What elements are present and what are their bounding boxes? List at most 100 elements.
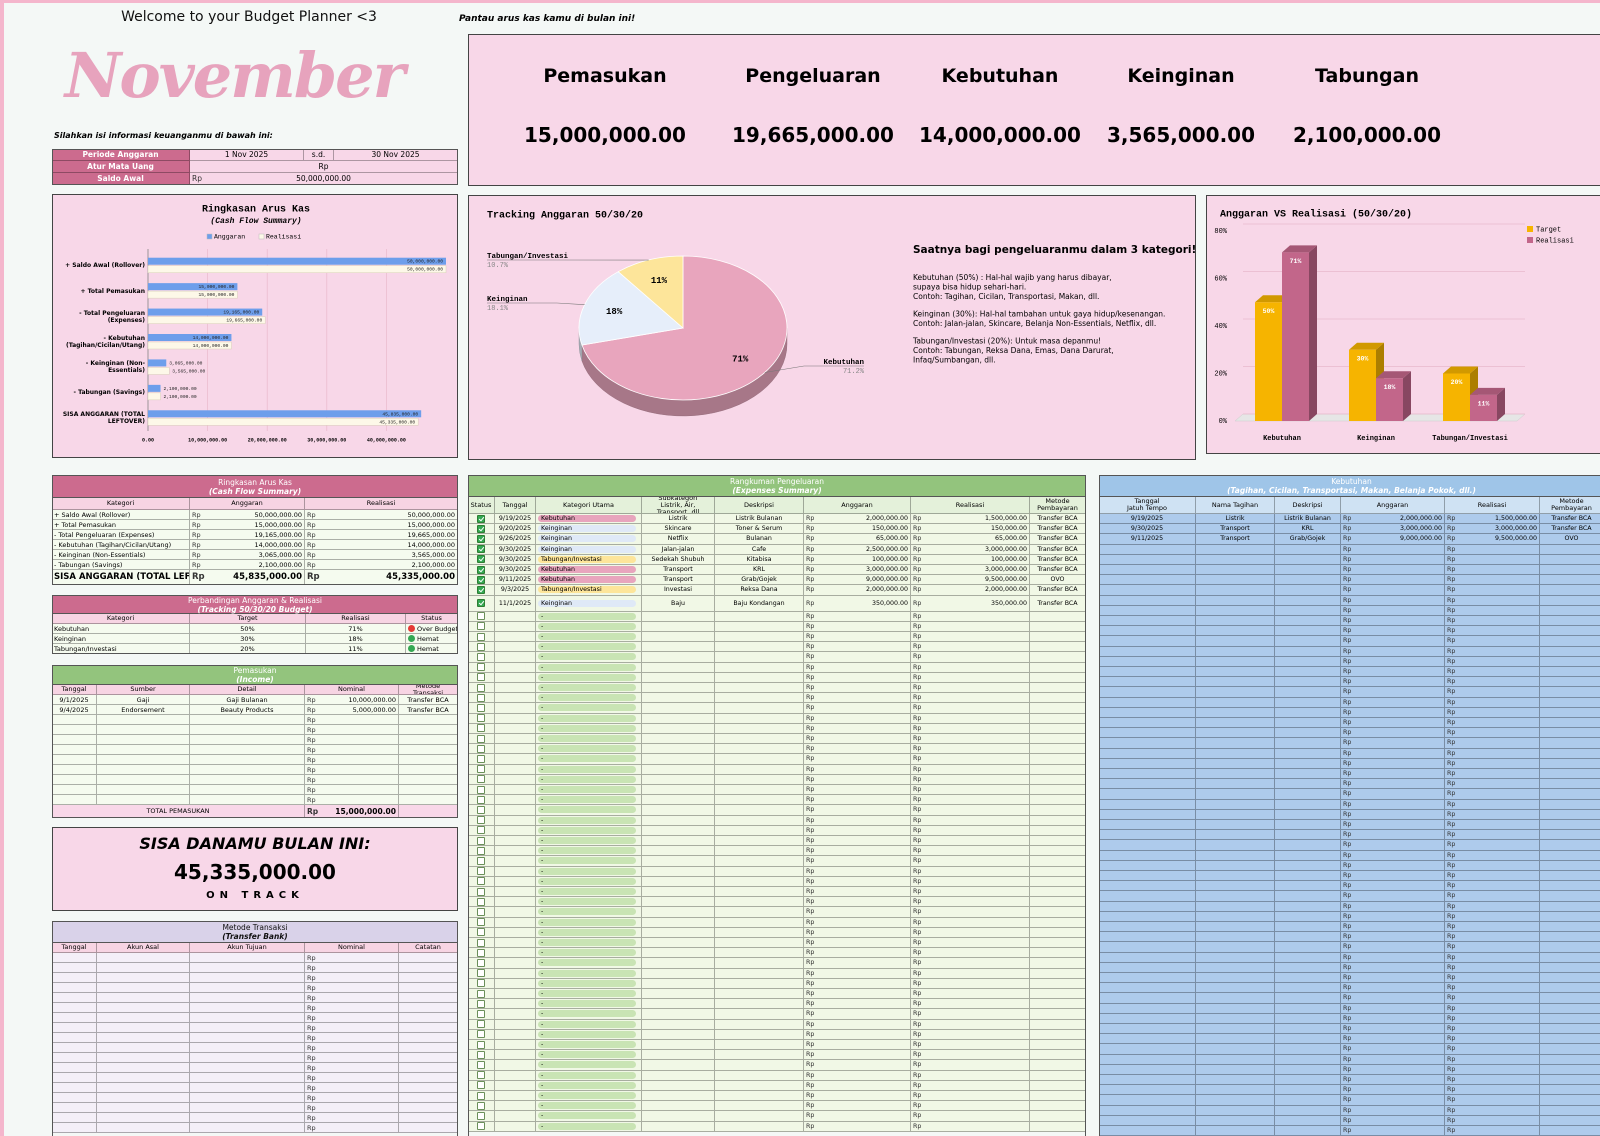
checkbox[interactable] [477,642,485,651]
checkbox[interactable] [477,663,485,672]
checkbox[interactable] [477,724,485,733]
checkbox[interactable] [477,989,485,998]
checkbox[interactable] [477,1060,485,1069]
table-cell: Rp [305,735,399,745]
table-cell [1196,748,1275,759]
cell-text: TOTAL PEMASUKAN [146,807,210,815]
table-cell [642,1070,715,1081]
table-cell: Rp [804,815,911,826]
checkbox[interactable] [477,816,485,825]
checkbox[interactable] [477,775,485,784]
checkbox[interactable] [477,958,485,967]
checkbox[interactable] [477,928,485,937]
checkbox[interactable] [477,1111,485,1120]
table-cell: Rp [1445,799,1540,810]
checkbox[interactable] [477,999,485,1008]
checkbox[interactable] [477,555,485,564]
checkbox[interactable] [477,545,485,554]
cell-text: Cafe [751,545,767,553]
guide-line: Infaq/Sumbangan, dll. [913,356,996,365]
checkbox[interactable] [477,514,485,523]
checkbox[interactable] [477,907,485,916]
check-mark [478,586,484,593]
currency-label: Rp [913,888,922,896]
table-cell [468,514,495,525]
checkbox[interactable] [477,897,485,906]
checkbox[interactable] [477,1091,485,1100]
table-cell [1099,677,1196,688]
checkbox[interactable] [477,734,485,743]
checkbox[interactable] [477,1030,485,1039]
table-cell: Rp [911,1121,1030,1132]
table-cell [1275,697,1341,708]
checkbox[interactable] [477,846,485,855]
currency-label: Rp [1343,657,1352,665]
table-cell: Endorsement [97,705,190,715]
checkbox[interactable] [477,632,485,641]
checkbox[interactable] [477,534,485,543]
currency-label: Rp [806,663,815,671]
checkbox[interactable] [477,836,485,845]
checkbox[interactable] [477,1081,485,1090]
cell-text: - [538,867,636,875]
checkbox[interactable] [477,652,485,661]
checkbox[interactable] [477,1071,485,1080]
table-cell: Rp [305,1073,399,1083]
checkbox[interactable] [477,1040,485,1049]
cell-text: - [538,1030,636,1038]
currency-label: Rp [1343,627,1352,635]
checkbox[interactable] [477,938,485,947]
checkbox[interactable] [477,585,485,594]
checkbox[interactable] [477,867,485,876]
checkbox[interactable] [477,948,485,957]
checkbox[interactable] [477,877,485,886]
table-cell: Rp [1445,677,1540,688]
checkbox[interactable] [477,887,485,896]
checkbox[interactable] [477,1101,485,1110]
checkbox[interactable] [477,918,485,927]
cell-text: - [538,1051,636,1059]
table-cell [1099,656,1196,667]
currency-label: Rp [806,867,815,875]
checkbox[interactable] [477,856,485,865]
checkbox[interactable] [477,1122,485,1131]
cell-text: 14,000,000.00 [407,540,455,549]
cell-text: 100,000.00 [871,555,908,563]
currency-label: Rp [1447,1035,1456,1043]
checkbox[interactable] [477,524,485,533]
checkbox[interactable] [477,575,485,584]
checkbox[interactable] [477,683,485,692]
checkbox[interactable] [477,744,485,753]
checkbox[interactable] [477,599,485,608]
checkbox[interactable] [477,826,485,835]
checkbox[interactable] [477,1050,485,1059]
checkbox[interactable] [477,795,485,804]
table-cell [1540,901,1600,912]
table-cell: 9/1/2025 [52,695,97,705]
currency-label: Rp [806,612,815,620]
table-cell [1099,799,1196,810]
checkbox[interactable] [477,612,485,621]
table-cell [1540,636,1600,647]
checkbox[interactable] [477,1020,485,1029]
column-header: Deskripsi [744,500,774,509]
table-cell: - [536,693,642,704]
checkbox[interactable] [477,969,485,978]
checkbox[interactable] [477,765,485,774]
checkbox[interactable] [477,785,485,794]
checkbox[interactable] [477,565,485,574]
checkbox[interactable] [477,622,485,631]
checkbox[interactable] [477,979,485,988]
table-cell [1030,815,1086,826]
table-cell [1099,1064,1196,1075]
table-cell: Bulanan [715,534,804,545]
checkbox[interactable] [477,1009,485,1018]
checkbox[interactable] [477,754,485,763]
checkbox[interactable] [477,805,485,814]
currency-label: Rp [806,576,815,584]
checkbox[interactable] [477,673,485,682]
table-cell: - [536,1091,642,1102]
checkbox[interactable] [477,714,485,723]
checkbox[interactable] [477,693,485,702]
checkbox[interactable] [477,703,485,712]
